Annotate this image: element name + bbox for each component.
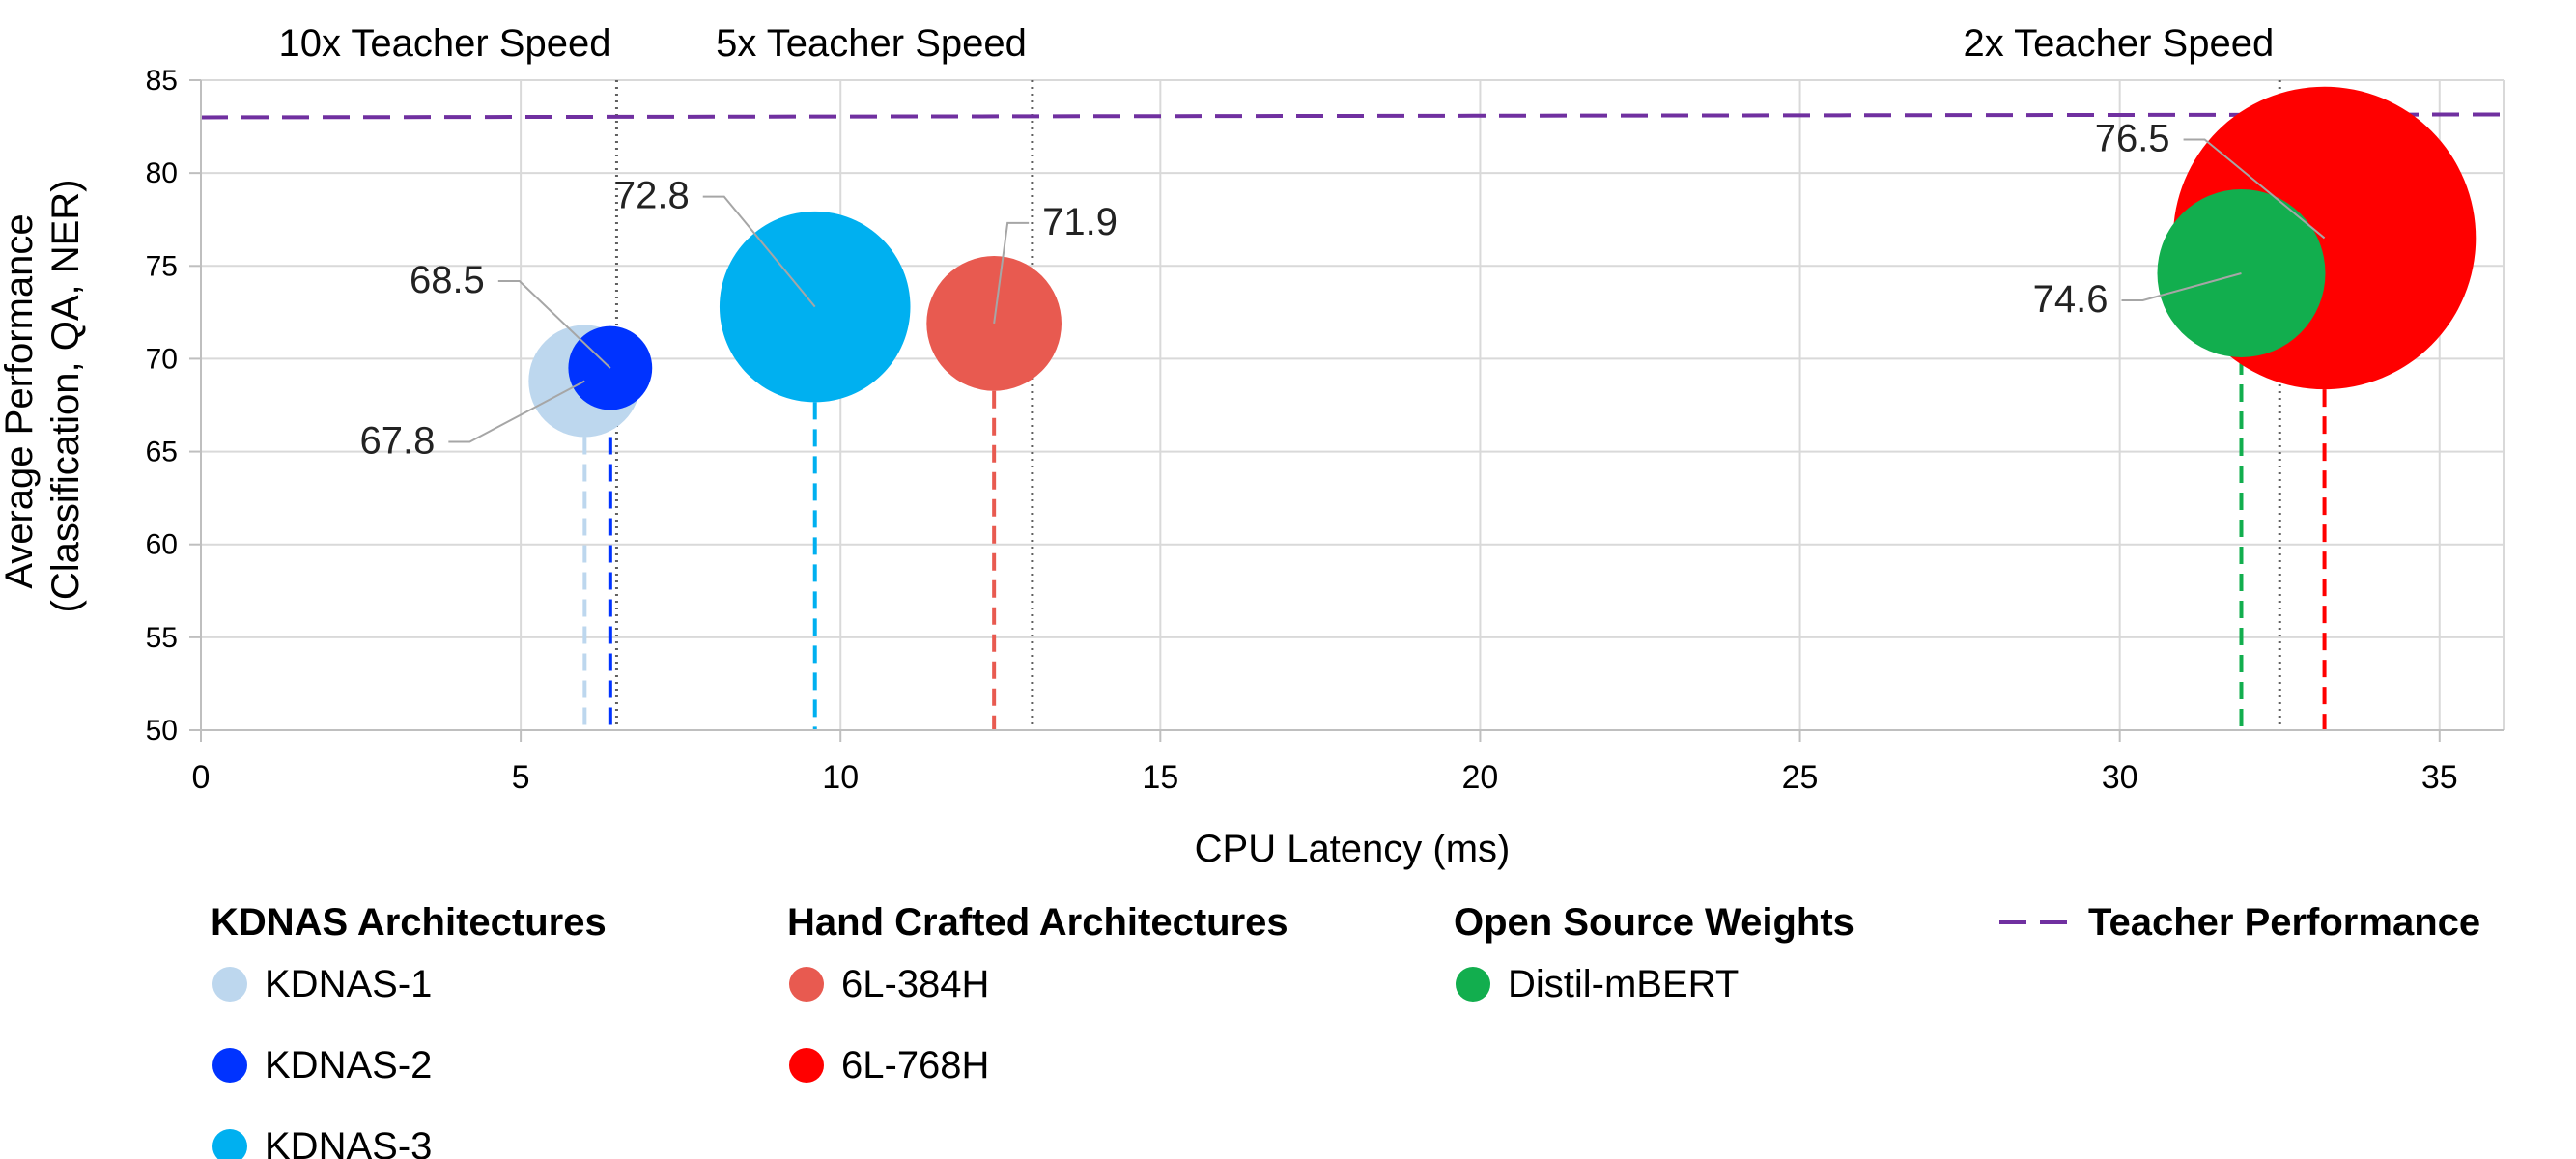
legend-marker bbox=[1456, 967, 1490, 1002]
x-tick-label: 20 bbox=[1462, 759, 1499, 796]
data-label: 71.9 bbox=[1042, 201, 1118, 243]
legend-marker bbox=[789, 1048, 824, 1083]
data-label-leader bbox=[702, 195, 816, 308]
y-tick-label: 70 bbox=[146, 343, 178, 375]
data-label: 76.5 bbox=[2095, 117, 2170, 159]
legend-marker bbox=[789, 967, 824, 1002]
bubbles bbox=[528, 86, 2477, 438]
legend-item-label: KDNAS-1 bbox=[265, 963, 432, 1005]
y-tick-label: 65 bbox=[146, 437, 178, 468]
y-axis-title-line-1: Average Performance bbox=[0, 213, 41, 588]
data-label-leaders bbox=[448, 138, 2326, 443]
teacher-performance-line bbox=[200, 112, 2505, 120]
x-tick-label: 0 bbox=[192, 759, 211, 796]
data-label-leader bbox=[2121, 272, 2242, 301]
speed-line-label: 5x Teacher Speed bbox=[716, 22, 1027, 65]
bubble-drop-lines bbox=[582, 356, 2327, 730]
legend-marker bbox=[212, 967, 247, 1002]
legend-group-title: KDNAS Architectures bbox=[211, 901, 607, 944]
x-tick-label: 5 bbox=[512, 759, 530, 796]
x-tick-label: 10 bbox=[822, 759, 859, 796]
speed-line-label: 2x Teacher Speed bbox=[1964, 22, 2275, 65]
legend-item-label: 6L-768H bbox=[841, 1044, 989, 1087]
y-tick-label: 55 bbox=[146, 622, 178, 654]
y-tick-label: 50 bbox=[146, 715, 178, 747]
y-tick-label: 75 bbox=[146, 250, 178, 282]
legend-item-label: 6L-384H bbox=[841, 963, 989, 1005]
teacher-performance-line bbox=[200, 112, 2505, 120]
legend-group-title: Teacher Performance bbox=[2088, 901, 2480, 944]
data-label: 67.8 bbox=[359, 420, 435, 463]
legend-marker bbox=[212, 1129, 247, 1159]
legend-item-label: Distil-mBERT bbox=[1508, 963, 1739, 1005]
legend-group-title: Hand Crafted Architectures bbox=[787, 901, 1288, 944]
data-label-leader bbox=[448, 380, 585, 443]
y-axis-title-line-2: (Classification, QA, NER) bbox=[44, 180, 87, 613]
data-label: 68.5 bbox=[410, 259, 485, 301]
data-label-leader bbox=[2183, 138, 2326, 240]
x-tick-label: 35 bbox=[2421, 759, 2458, 796]
speed-line-label: 10x Teacher Speed bbox=[278, 22, 610, 65]
data-label-leader bbox=[497, 280, 611, 369]
data-labels: 67.8 68.5 72.8 71.9 76.5 74.6 bbox=[359, 117, 2169, 462]
y-axis-title: Average Performance (Classification, QA,… bbox=[0, 180, 87, 613]
x-tick-label: 25 bbox=[1782, 759, 1819, 796]
y-tick-label: 80 bbox=[146, 157, 178, 189]
legend: KDNAS Architectures KDNAS-1 KDNAS-2 KDNAS-3… bbox=[211, 901, 2480, 1159]
data-label: 74.6 bbox=[2033, 278, 2109, 321]
x-tick-label: 15 bbox=[1142, 759, 1178, 796]
axes: 50 55 60 65 70 75 80 85 0 5 10 15 20 25 30 35 bbox=[146, 65, 2504, 796]
legend-marker bbox=[212, 1048, 247, 1083]
x-axis-title: CPU Latency (ms) bbox=[1195, 828, 1511, 870]
y-tick-label: 60 bbox=[146, 529, 178, 561]
legend-item-label: KDNAS-3 bbox=[265, 1125, 432, 1159]
data-label: 72.8 bbox=[614, 175, 690, 217]
data-label-leader bbox=[993, 221, 1030, 325]
y-tick-label: 85 bbox=[146, 65, 178, 97]
legend-group-title: Open Source Weights bbox=[1454, 901, 1854, 944]
speed-reference-lines: 10x Teacher Speed 5x Teacher Speed 2x Teac… bbox=[278, 22, 2281, 730]
x-tick-label: 30 bbox=[2102, 759, 2138, 796]
legend-item-label: KDNAS-2 bbox=[265, 1044, 432, 1087]
